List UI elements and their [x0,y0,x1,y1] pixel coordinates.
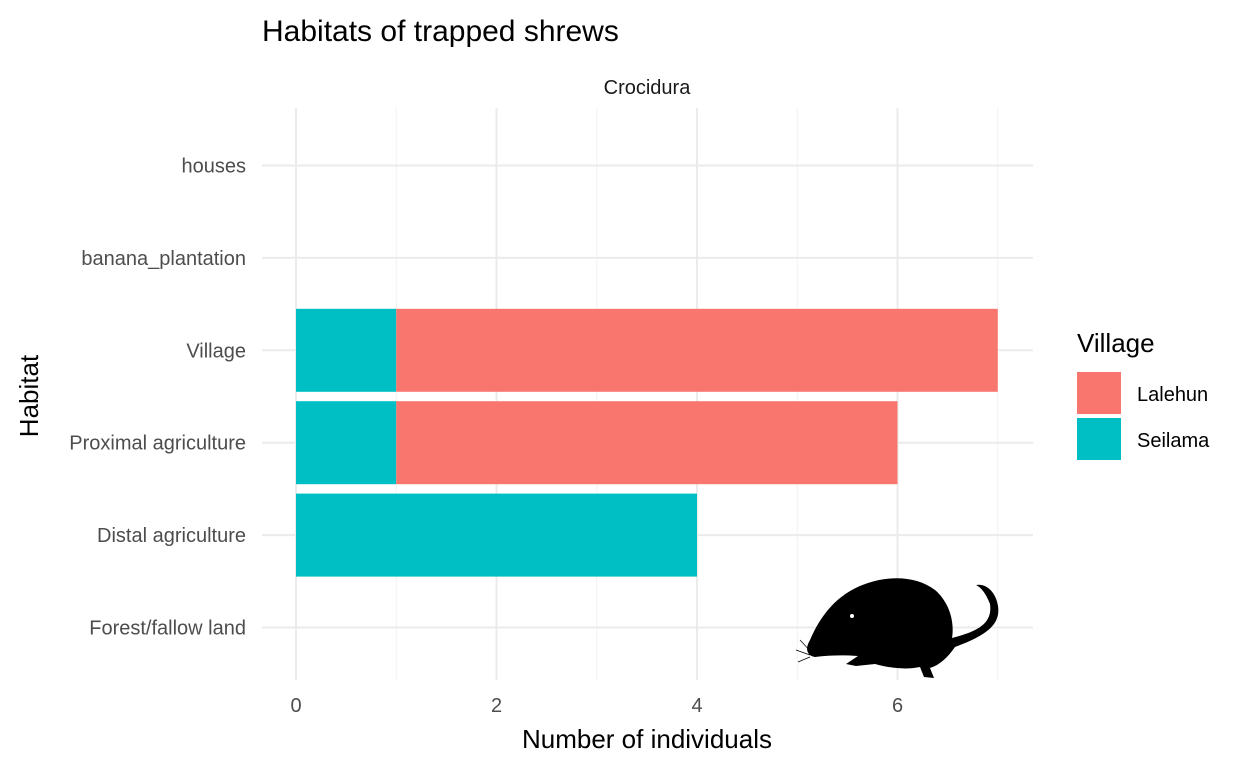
y-tick-label: Village [186,340,246,362]
y-tick-label: Forest/fallow land [89,618,246,640]
legend-label: Seilama [1137,430,1210,452]
bar-seilama [296,401,397,485]
bar-lalehun [396,401,898,485]
y-tick-label: Distal agriculture [97,525,246,547]
x-tick-label: 0 [290,695,301,717]
bar-seilama [296,308,397,392]
legend-swatch [1077,418,1121,460]
legend: Village Lalehun Seilama [1077,328,1210,460]
shrew-silhouette-icon [795,578,999,678]
bar-seilama [296,493,697,577]
x-tick-labels: 0 2 4 6 [290,695,903,717]
y-tick-label: Proximal agriculture [69,433,246,455]
x-tick-label: 6 [892,695,903,717]
y-tick-label: banana_plantation [81,248,246,270]
chart-title: Habitats of trapped shrews [262,15,619,48]
bars [296,308,998,577]
legend-swatch [1077,372,1121,414]
legend-title: Village [1077,328,1155,358]
bar-lalehun [396,308,998,392]
x-tick-label: 2 [491,695,502,717]
y-tick-label: houses [182,156,247,178]
x-axis-title: Number of individuals [522,724,772,754]
y-axis-title: Habitat [14,354,44,437]
legend-label: Lalehun [1137,384,1208,406]
x-tick-label: 4 [691,695,702,717]
facet-strip-label: Crocidura [604,77,692,99]
y-tick-labels: Forest/fallow land Distal agriculture Prox… [69,156,246,640]
